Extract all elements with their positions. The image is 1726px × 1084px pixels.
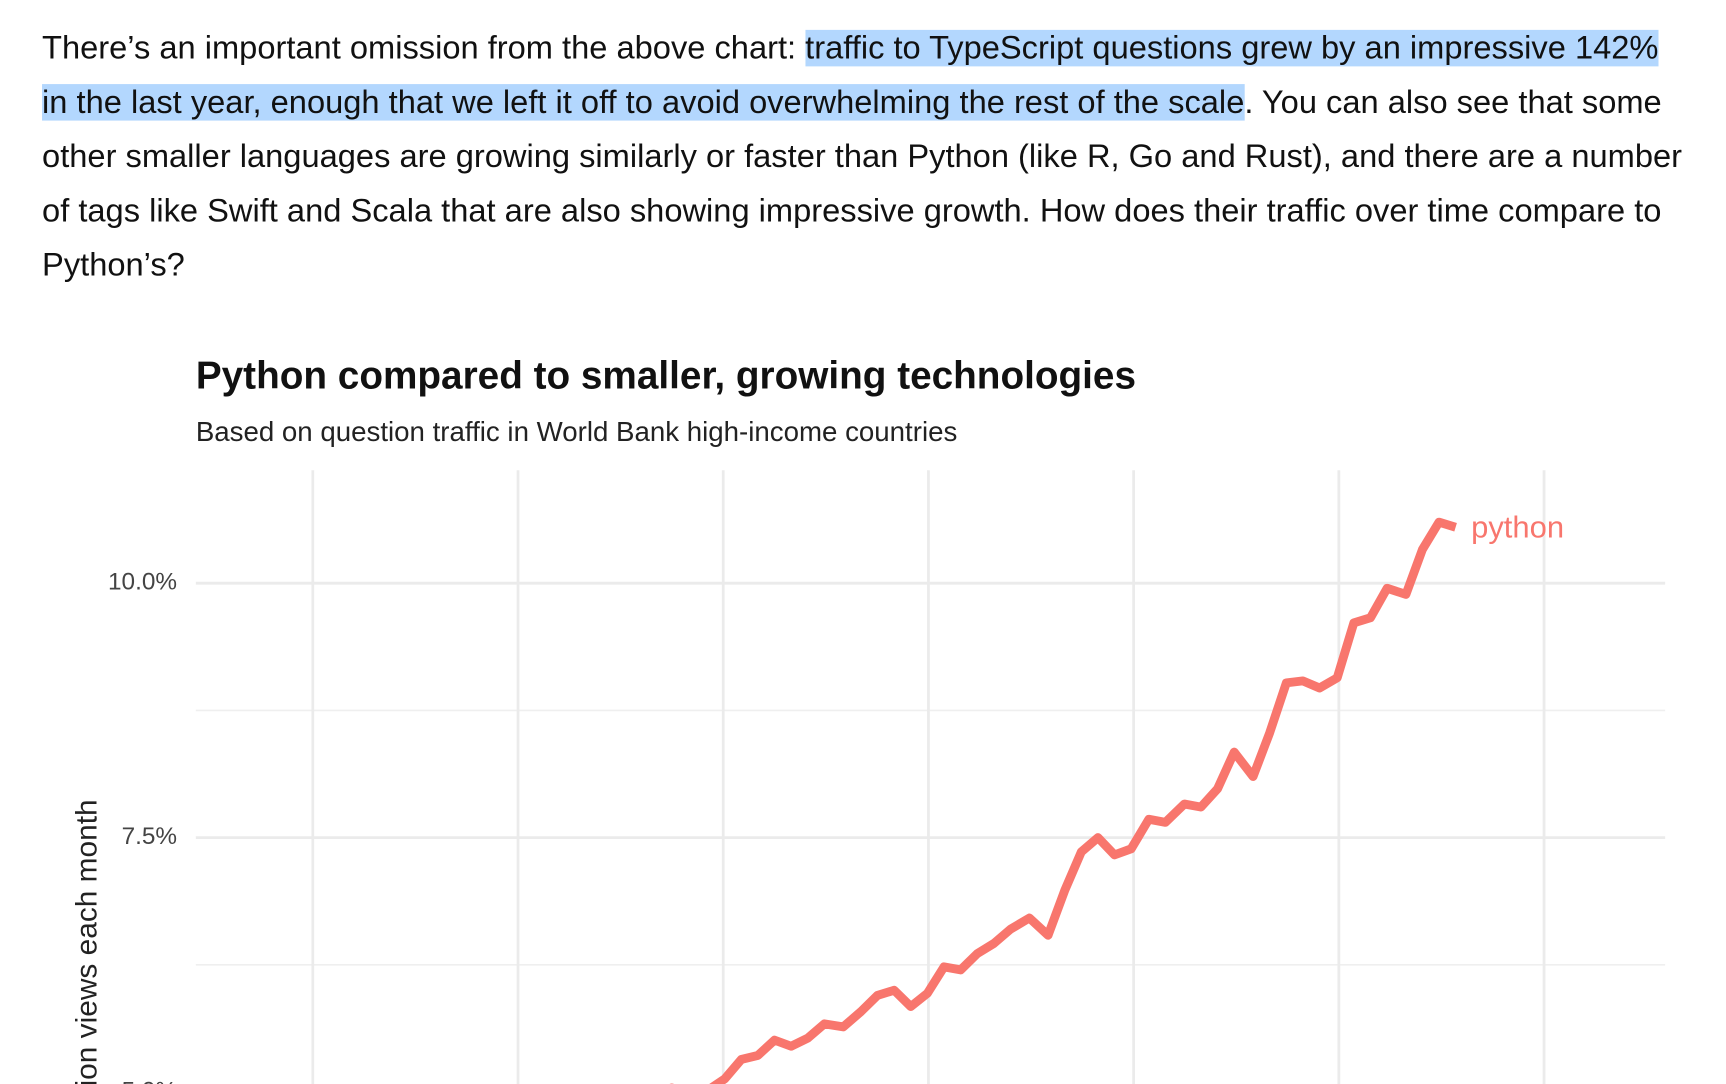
chart-title: Python compared to smaller, growing tech…: [196, 355, 1136, 398]
paragraph: There’s an important omission from the a…: [42, 21, 1691, 292]
series-label: python: [1471, 510, 1564, 545]
y-tick-label: 7.5%: [122, 823, 177, 850]
text: There’s an important omission from the a…: [42, 29, 806, 67]
y-tick-label: 5.0%: [122, 1077, 177, 1084]
y-axis-label: ion views each month: [70, 799, 103, 1084]
chart-subtitle: Based on question traffic in World Bank …: [196, 416, 957, 447]
y-tick-label: 10.0%: [108, 569, 177, 596]
line: [669, 517, 1457, 1084]
text: . You can also see that some other small…: [42, 84, 1683, 284]
